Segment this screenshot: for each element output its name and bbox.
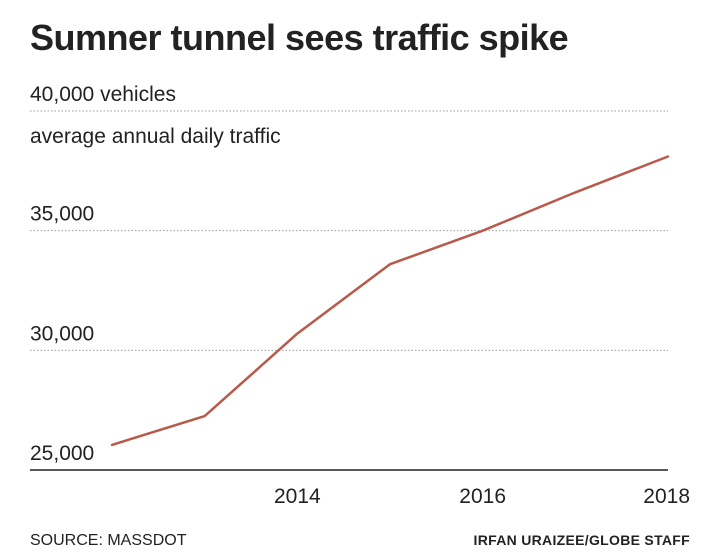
y-tick-label: 40,000 vehicles [30,83,176,106]
x-axis-ticks: 2014 2016 2018 [274,485,690,508]
staff-credit: IRFAN URAIZEE/GLOBE STAFF [474,532,691,548]
chart-title: Sumner tunnel sees traffic spike [30,17,568,58]
series-group [110,155,670,447]
x-tick-label: 2014 [274,485,321,508]
source-note: SOURCE: MASSDOT [30,532,187,549]
gridlines [30,110,668,351]
x-tick-label: 2016 [459,485,506,508]
series-line [110,155,670,447]
x-tick-label: 2018 [643,485,690,508]
y-tick-label: 25,000 [30,442,94,465]
chart-subtitle: average annual daily traffic [30,125,281,148]
y-tick-label: 30,000 [30,322,94,345]
y-unit-label: vehicles [94,83,176,106]
y-axis-ticks: 25,000 30,000 35,000 40,000 vehicles [30,83,176,465]
y-tick-label: 35,000 [30,203,94,226]
